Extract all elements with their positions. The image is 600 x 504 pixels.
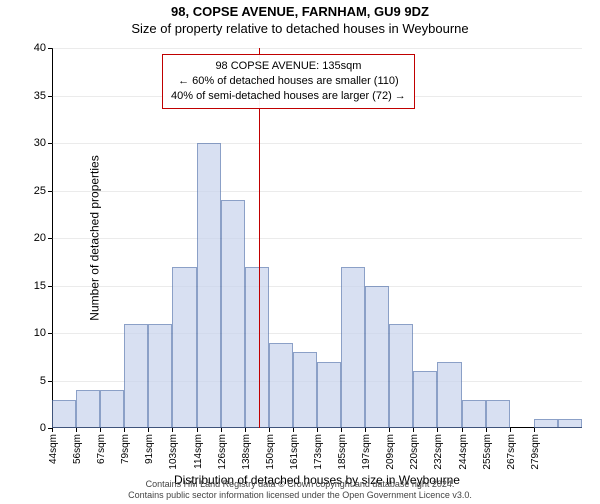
y-tick-label: 0 (40, 422, 46, 434)
y-tick-mark (48, 48, 52, 49)
y-tick-mark (48, 333, 52, 334)
x-tick-mark (341, 428, 342, 432)
x-tick-label: 232sqm (433, 434, 444, 470)
x-tick-label: 44sqm (48, 434, 59, 464)
x-tick-mark (317, 428, 318, 432)
footer-line-2: Contains public sector information licen… (0, 490, 600, 502)
y-tick-label: 30 (34, 137, 46, 149)
x-tick-mark (413, 428, 414, 432)
chart-container: 98, COPSE AVENUE, FARNHAM, GU9 9DZ Size … (0, 4, 600, 504)
histogram-bar (293, 352, 317, 428)
x-tick-mark (52, 428, 53, 432)
x-tick-label: 185sqm (337, 434, 348, 470)
histogram-bar (413, 371, 437, 428)
y-tick-mark (48, 238, 52, 239)
x-tick-mark (221, 428, 222, 432)
histogram-bar (148, 324, 172, 429)
x-tick-mark (534, 428, 535, 432)
histogram-bar (52, 400, 76, 429)
annotation-box: 98 COPSE AVENUE: 135sqm ← 60% of detache… (162, 54, 415, 109)
x-tick-mark (100, 428, 101, 432)
histogram-bar (462, 400, 486, 429)
x-tick-mark (148, 428, 149, 432)
gridline (52, 191, 582, 192)
y-tick-label: 40 (34, 42, 46, 54)
x-tick-label: 67sqm (96, 434, 107, 464)
histogram-bar (76, 390, 100, 428)
x-tick-label: 279sqm (530, 434, 541, 470)
x-tick-mark (462, 428, 463, 432)
x-tick-mark (197, 428, 198, 432)
x-tick-label: 126sqm (217, 434, 228, 470)
plot-area: 051015202530354044sqm56sqm67sqm79sqm91sq… (52, 48, 582, 428)
x-tick-label: 209sqm (385, 434, 396, 470)
y-tick-mark (48, 191, 52, 192)
x-tick-label: 244sqm (458, 434, 469, 470)
annotation-line-2: ← 60% of detached houses are smaller (11… (171, 74, 406, 89)
y-tick-label: 5 (40, 375, 46, 387)
x-tick-mark (293, 428, 294, 432)
histogram-bar (486, 400, 510, 429)
x-tick-label: 161sqm (289, 434, 300, 470)
histogram-bar (221, 200, 245, 428)
chart-title: 98, COPSE AVENUE, FARNHAM, GU9 9DZ (0, 4, 600, 19)
annotation-line-1: 98 COPSE AVENUE: 135sqm (171, 59, 406, 74)
x-tick-mark (437, 428, 438, 432)
x-tick-label: 220sqm (409, 434, 420, 470)
x-tick-label: 79sqm (120, 434, 131, 464)
histogram-bar (534, 419, 558, 429)
y-axis-label: Number of detached properties (88, 155, 102, 320)
x-tick-mark (486, 428, 487, 432)
histogram-bar (100, 390, 124, 428)
gridline (52, 286, 582, 287)
x-tick-mark (76, 428, 77, 432)
gridline (52, 48, 582, 49)
x-tick-label: 267sqm (506, 434, 517, 470)
x-tick-label: 173sqm (313, 434, 324, 470)
y-tick-mark (48, 381, 52, 382)
x-tick-label: 255sqm (482, 434, 493, 470)
x-tick-label: 150sqm (265, 434, 276, 470)
histogram-bar (269, 343, 293, 429)
footer-credits: Contains HM Land Registry data © Crown c… (0, 479, 600, 502)
x-tick-mark (172, 428, 173, 432)
x-tick-mark (510, 428, 511, 432)
y-tick-label: 20 (34, 232, 46, 244)
histogram-bar (365, 286, 389, 429)
x-tick-label: 197sqm (361, 434, 372, 470)
x-tick-label: 91sqm (144, 434, 155, 464)
x-tick-mark (365, 428, 366, 432)
x-tick-mark (124, 428, 125, 432)
histogram-bar (197, 143, 221, 428)
histogram-bar (558, 419, 582, 429)
histogram-bar (437, 362, 461, 429)
histogram-bar (172, 267, 196, 429)
gridline (52, 143, 582, 144)
histogram-bar (317, 362, 341, 429)
x-tick-mark (269, 428, 270, 432)
chart-subtitle: Size of property relative to detached ho… (0, 21, 600, 36)
gridline (52, 238, 582, 239)
y-tick-mark (48, 286, 52, 287)
histogram-bar (389, 324, 413, 429)
y-tick-label: 25 (34, 185, 46, 197)
x-tick-label: 56sqm (72, 434, 83, 464)
y-tick-label: 10 (34, 327, 46, 339)
y-tick-label: 15 (34, 280, 46, 292)
footer-line-1: Contains HM Land Registry data © Crown c… (0, 479, 600, 491)
histogram-bar (124, 324, 148, 429)
x-tick-label: 138sqm (241, 434, 252, 470)
x-tick-mark (389, 428, 390, 432)
annotation-line-3: 40% of semi-detached houses are larger (… (171, 89, 406, 104)
x-tick-label: 114sqm (193, 434, 204, 469)
x-tick-mark (245, 428, 246, 432)
y-tick-label: 35 (34, 90, 46, 102)
histogram-bar (245, 267, 269, 429)
x-tick-label: 103sqm (168, 434, 179, 470)
histogram-bar (341, 267, 365, 429)
y-tick-mark (48, 143, 52, 144)
y-tick-mark (48, 96, 52, 97)
